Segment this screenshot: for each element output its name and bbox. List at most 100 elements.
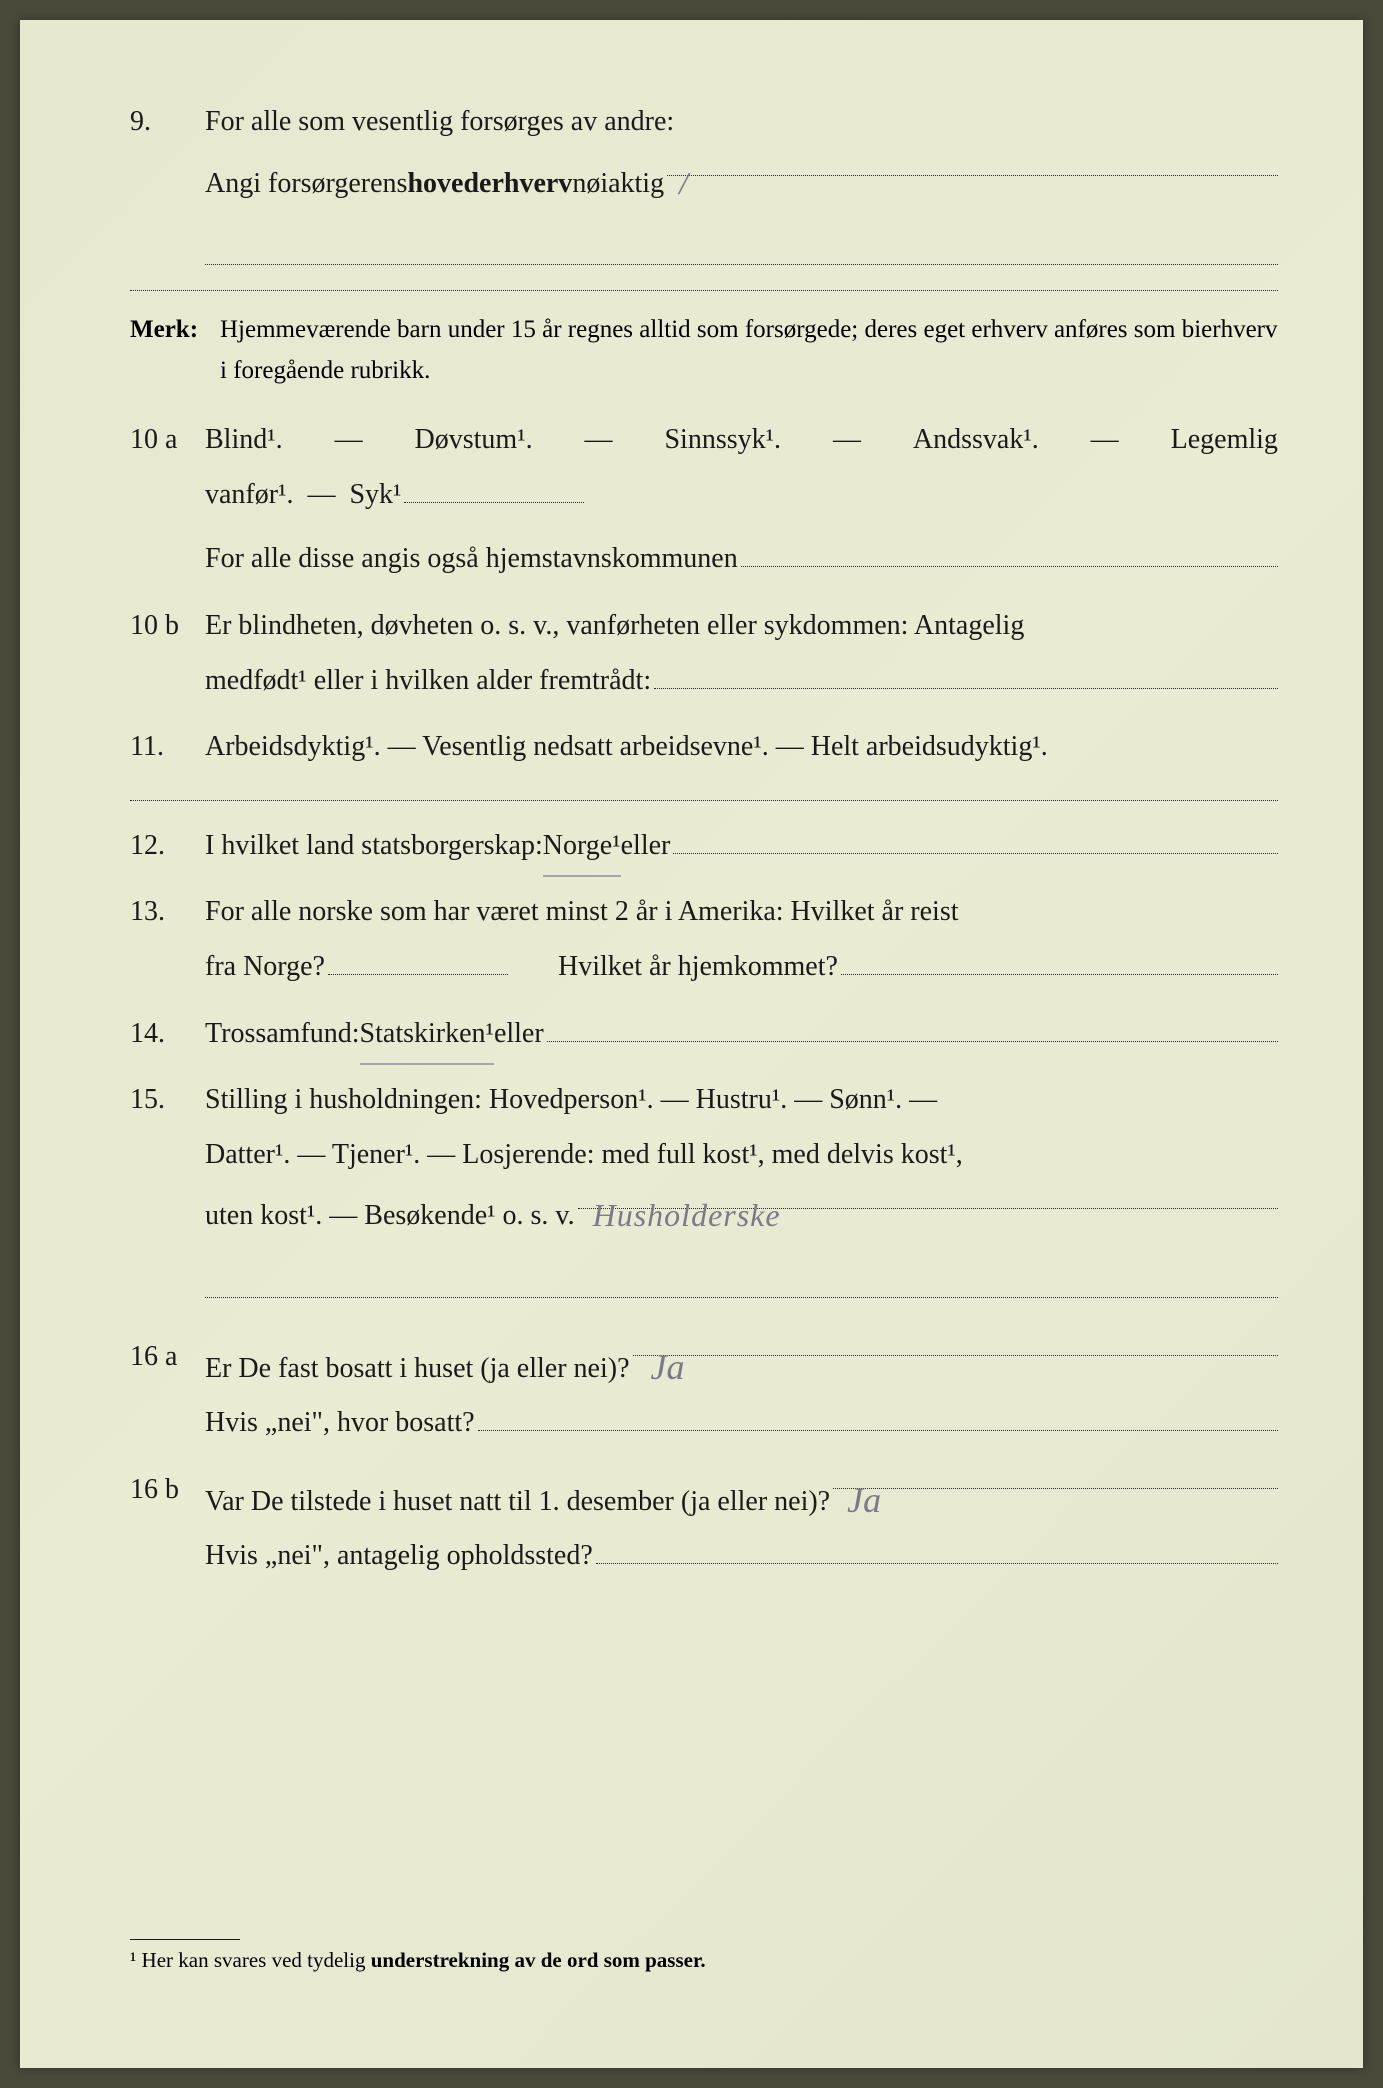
q14-statskirken-underlined[interactable]: Statskirken¹	[360, 1007, 494, 1062]
footnote-marker: ¹	[130, 1948, 136, 1972]
q12-number: 12.	[130, 819, 205, 874]
q10b-text-medf: medfødt¹ eller i hvilken alder fremtrådt…	[205, 654, 651, 709]
q9-text-after: nøiaktig	[572, 157, 664, 212]
q16b-content: Var De tilstede i huset natt til 1. dese…	[205, 1463, 1278, 1584]
question-12: 12. I hvilket land statsborgerskap: Norg…	[130, 819, 1278, 874]
q15-handwritten: Husholderske	[578, 1197, 781, 1233]
q13-line2: fra Norge? Hvilket år hjemkommet?	[205, 940, 1278, 995]
q9-blank-line[interactable]	[205, 217, 1278, 265]
q14-content: Trossamfund: Statskirken¹ eller	[205, 1007, 1278, 1062]
question-11: 11. Arbeidsdyktig¹. — Vesentlig nedsatt …	[130, 720, 1278, 775]
q10b-text-line1: Er blindheten, døvheten o. s. v., vanfør…	[205, 599, 1278, 654]
q13-fra-norge: fra Norge?	[205, 940, 325, 995]
q15-blank[interactable]: Husholderske	[578, 1182, 1278, 1209]
question-16b: 16 b Var De tilstede i huset natt til 1.…	[130, 1463, 1278, 1584]
q13-content: For alle norske som har været minst 2 år…	[205, 885, 1278, 994]
q10a-opt-dovstum[interactable]: Døvstum¹.	[415, 413, 533, 468]
q13-blank-1[interactable]	[328, 948, 508, 975]
q10a-hjemstavn-text: For alle disse angis også hjemstavnskomm…	[205, 532, 738, 587]
q9-text-pre: Angi forsørgerens	[205, 157, 407, 212]
q10a-number: 10 a	[130, 413, 205, 587]
q14-number: 14.	[130, 1007, 205, 1062]
q10a-options-line1: Blind¹. — Døvstum¹. — Sinnssyk¹. — Andss…	[205, 413, 1278, 468]
q16b-line1-pre: Var De tilstede i huset natt til 1. dese…	[205, 1475, 830, 1530]
q12-blank[interactable]	[673, 827, 1278, 854]
q10b-text-line2: medfødt¹ eller i hvilken alder fremtrådt…	[205, 654, 1278, 709]
census-form-page: 9. For alle som vesentlig forsørges av a…	[20, 20, 1363, 2068]
q12-after: eller	[621, 819, 671, 874]
q10a-opt-syk[interactable]: Syk¹	[349, 468, 401, 523]
question-10b: 10 b Er blindheten, døvheten o. s. v., v…	[130, 599, 1278, 708]
q13-hjemkommet: Hvilket år hjemkommet?	[558, 940, 838, 995]
q14-blank[interactable]	[547, 1015, 1278, 1042]
q15-line3-pre: uten kost¹. — Besøkende¹ o. s. v.	[205, 1189, 575, 1244]
q14-after: eller	[494, 1007, 544, 1062]
question-14: 14. Trossamfund: Statskirken¹ eller	[130, 1007, 1278, 1062]
question-9: 9. For alle som vesentlig forsørges av a…	[130, 95, 1278, 265]
q15-line2[interactable]: Datter¹. — Tjener¹. — Losjerende: med fu…	[205, 1128, 1278, 1183]
q16a-line2: Hvis „nei", hvor bosatt?	[205, 1396, 1278, 1451]
q10a-opt-andssvak[interactable]: Andssvak¹.	[913, 413, 1039, 468]
q16a-blank2[interactable]	[478, 1405, 1278, 1432]
q14-pre: Trossamfund:	[205, 1007, 360, 1062]
q16b-blank2[interactable]	[596, 1538, 1278, 1565]
question-13: 13. For alle norske som har været minst …	[130, 885, 1278, 994]
q10b-content: Er blindheten, døvheten o. s. v., vanfør…	[205, 599, 1278, 708]
q11-number: 11.	[130, 720, 205, 775]
q9-content: For alle som vesentlig forsørges av andr…	[205, 95, 1278, 265]
q9-text-bold: hovederhverv	[407, 157, 572, 212]
q12-pre: I hvilket land statsborgerskap:	[205, 819, 543, 874]
section-divider-2	[130, 800, 1278, 801]
q13-number: 13.	[130, 885, 205, 994]
question-16a: 16 a Er De fast bosatt i huset (ja eller…	[130, 1330, 1278, 1451]
q9-title: For alle som vesentlig forsørges av andr…	[205, 95, 1278, 150]
section-divider-1	[130, 290, 1278, 291]
q16b-line2: Hvis „nei", antagelig opholdssted?	[205, 1529, 1278, 1584]
q9-input-line: Angi forsørgerens hovederhverv nøiaktig …	[205, 150, 1278, 212]
q11-content[interactable]: Arbeidsdyktig¹. — Vesentlig nedsatt arbe…	[205, 720, 1278, 775]
question-10a: 10 a Blind¹. — Døvstum¹. — Sinnssyk¹. — …	[130, 413, 1278, 587]
q15-blank-line[interactable]	[205, 1250, 1278, 1298]
q16a-content: Er De fast bosatt i huset (ja eller nei)…	[205, 1330, 1278, 1451]
q15-line1-text: Stilling i husholdningen: Hovedperson¹. …	[205, 1073, 937, 1128]
q10a-options-line2: vanfør¹. — Syk¹	[205, 468, 1278, 523]
q10a-hjemstavn-line: For alle disse angis også hjemstavnskomm…	[205, 532, 1278, 587]
q10a-opt-legemlig[interactable]: Legemlig	[1171, 413, 1278, 468]
footnote-rule	[130, 1939, 240, 1940]
q16a-line2-text: Hvis „nei", hvor bosatt?	[205, 1396, 475, 1451]
q10a-content: Blind¹. — Døvstum¹. — Sinnssyk¹. — Andss…	[205, 413, 1278, 587]
merk-label: Merk:	[130, 309, 220, 392]
q16a-line1-pre: Er De fast bosatt i huset (ja eller nei)…	[205, 1342, 630, 1397]
footnote-bold: understrekning av de ord som passer.	[371, 1948, 706, 1972]
q10a-opt-blind[interactable]: Blind¹.	[205, 413, 283, 468]
q15-number: 15.	[130, 1073, 205, 1297]
q16b-handwritten: Ja	[833, 1480, 881, 1520]
q10a-opt-sinnssyk[interactable]: Sinnssyk¹.	[664, 413, 781, 468]
question-15: 15. Stilling i husholdningen: Hovedperso…	[130, 1073, 1278, 1297]
q12-norge-underlined[interactable]: Norge¹	[543, 819, 621, 874]
q10b-blank[interactable]	[654, 662, 1278, 689]
q10a-opt-vanfor[interactable]: vanfør¹. —	[205, 468, 349, 523]
q13-line1: For alle norske som har været minst 2 år…	[205, 885, 1278, 940]
q15-line1[interactable]: Stilling i husholdningen: Hovedperson¹. …	[205, 1073, 1278, 1128]
q9-number: 9.	[130, 95, 205, 265]
q9-blank[interactable]: /	[667, 150, 1278, 177]
q10a-hjemstavn-blank[interactable]	[741, 541, 1278, 568]
q16b-line2-text: Hvis „nei", antagelig opholdssted?	[205, 1529, 593, 1584]
q16a-blank1[interactable]: Ja	[633, 1330, 1279, 1357]
q10b-number: 10 b	[130, 599, 205, 708]
q10a-blank-syk[interactable]	[404, 476, 584, 503]
q15-content: Stilling i husholdningen: Hovedperson¹. …	[205, 1073, 1278, 1297]
q15-line3: uten kost¹. — Besøkende¹ o. s. v. Hushol…	[205, 1182, 1278, 1244]
merk-text: Hjemmeværende barn under 15 år regnes al…	[220, 309, 1278, 392]
q16b-line1: Var De tilstede i huset natt til 1. dese…	[205, 1463, 1278, 1530]
q13-blank-2[interactable]	[841, 948, 1278, 975]
q15-line2-text: Datter¹. — Tjener¹. — Losjerende: med fu…	[205, 1128, 963, 1183]
q16b-blank1[interactable]: Ja	[833, 1463, 1278, 1490]
merk-note: Merk: Hjemmeværende barn under 15 år reg…	[130, 309, 1278, 392]
q12-content: I hvilket land statsborgerskap: Norge¹ e…	[205, 819, 1278, 874]
q16a-line1: Er De fast bosatt i huset (ja eller nei)…	[205, 1330, 1278, 1397]
q16b-number: 16 b	[130, 1463, 205, 1584]
footnote: ¹ Her kan svares ved tydelig understrekn…	[130, 1939, 706, 1973]
footnote-text: Her kan svares ved tydelig	[142, 1948, 371, 1972]
